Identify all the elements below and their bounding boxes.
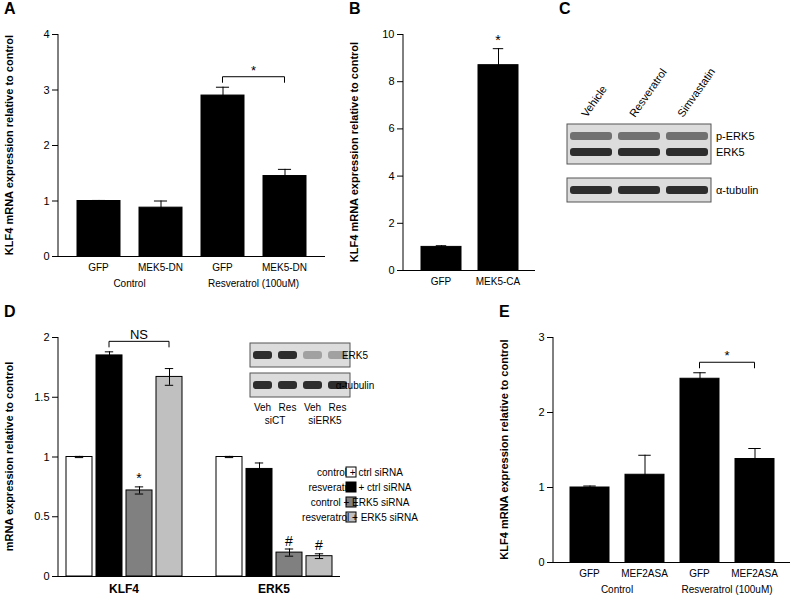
- svg-text:3: 3: [43, 84, 49, 96]
- svg-text:ERK5: ERK5: [258, 582, 290, 596]
- svg-text:p-ERK5: p-ERK5: [716, 130, 755, 142]
- svg-text:control + ERK5 siRNA: control + ERK5 siRNA: [311, 497, 410, 508]
- svg-text:2: 2: [388, 217, 394, 229]
- svg-text:mRNA expression relative to co: mRNA expression relative to control: [3, 362, 15, 552]
- svg-text:0: 0: [43, 570, 49, 582]
- svg-text:KLF4 mRNA expression relative: KLF4 mRNA expression relative to control: [498, 339, 510, 559]
- html-text:E: E: [499, 303, 510, 320]
- svg-text:Simvastatin: Simvastatin: [675, 66, 717, 119]
- svg-text:2: 2: [538, 406, 544, 418]
- svg-text:Veh: Veh: [304, 402, 321, 413]
- svg-text:MEF2ASA: MEF2ASA: [621, 568, 668, 579]
- svg-text:Control: Control: [601, 584, 633, 595]
- svg-text:siERK5: siERK5: [308, 415, 342, 426]
- svg-text:8: 8: [388, 75, 394, 87]
- svg-text:resveratrol + ERK5 siRNA: resveratrol + ERK5 siRNA: [302, 512, 418, 523]
- svg-text:α-tubulin: α-tubulin: [336, 380, 375, 391]
- svg-text:*: *: [136, 470, 142, 486]
- svg-text:1: 1: [43, 451, 49, 463]
- svg-text:0.5: 0.5: [34, 510, 49, 522]
- svg-text:siCT: siCT: [265, 415, 286, 426]
- svg-text:4: 4: [388, 170, 394, 182]
- svg-text:0: 0: [538, 556, 544, 568]
- svg-text:#: #: [285, 533, 293, 549]
- svg-text:0: 0: [43, 250, 49, 262]
- svg-text:#: #: [315, 537, 323, 553]
- svg-text:*: *: [724, 348, 729, 363]
- svg-text:Resveratrol: Resveratrol: [627, 66, 669, 119]
- svg-text:*: *: [251, 63, 256, 78]
- svg-text:ERK5: ERK5: [716, 146, 745, 158]
- svg-text:resveratrol + ctrl siRNA: resveratrol + ctrl siRNA: [308, 482, 411, 493]
- html-text:A: A: [4, 0, 16, 17]
- svg-text:GFP: GFP: [212, 262, 233, 273]
- svg-text:6: 6: [388, 122, 394, 134]
- svg-text:NS: NS: [130, 327, 148, 342]
- svg-text:α-tubulin: α-tubulin: [716, 184, 758, 196]
- svg-text:Resveratrol (100uM): Resveratrol (100uM): [681, 584, 772, 595]
- svg-text:control + ctrl siRNA: control + ctrl siRNA: [317, 467, 403, 478]
- html-text:C: C: [559, 0, 571, 17]
- svg-text:Res: Res: [279, 402, 297, 413]
- svg-text:GFP: GFP: [689, 568, 710, 579]
- svg-text:1: 1: [43, 195, 49, 207]
- html-text:D: D: [4, 303, 16, 320]
- svg-text:1: 1: [538, 481, 544, 493]
- svg-text:MEK5-DN: MEK5-DN: [262, 262, 307, 273]
- svg-text:Res: Res: [329, 402, 347, 413]
- svg-text:Resveratrol (100uM): Resveratrol (100uM): [208, 278, 299, 289]
- svg-text:KLF4 mRNA expression relative: KLF4 mRNA expression relative to control: [348, 42, 360, 262]
- svg-text:GFP: GFP: [431, 276, 452, 287]
- svg-text:GFP: GFP: [88, 262, 109, 273]
- svg-text:KLF4: KLF4: [109, 582, 139, 596]
- svg-text:3: 3: [538, 331, 544, 343]
- svg-text:MEK5-CA: MEK5-CA: [476, 276, 521, 287]
- html-text:B: B: [349, 0, 361, 17]
- svg-text:10: 10: [382, 28, 394, 40]
- svg-text:MEF2ASA: MEF2ASA: [731, 568, 778, 579]
- svg-text:MEK5-DN: MEK5-DN: [138, 262, 183, 273]
- svg-text:Veh: Veh: [254, 402, 271, 413]
- svg-text:Vehicle: Vehicle: [579, 83, 609, 119]
- svg-text:2: 2: [43, 331, 49, 343]
- svg-text:ERK5: ERK5: [342, 350, 369, 361]
- svg-text:4: 4: [43, 28, 49, 40]
- svg-text:2: 2: [43, 139, 49, 151]
- svg-text:*: *: [495, 32, 501, 48]
- svg-text:0: 0: [388, 264, 394, 276]
- svg-text:KLF4 mRNA expression relative: KLF4 mRNA expression relative to control: [3, 35, 15, 255]
- svg-text:1.5: 1.5: [34, 391, 49, 403]
- svg-text:GFP: GFP: [579, 568, 600, 579]
- svg-text:Control: Control: [113, 278, 145, 289]
